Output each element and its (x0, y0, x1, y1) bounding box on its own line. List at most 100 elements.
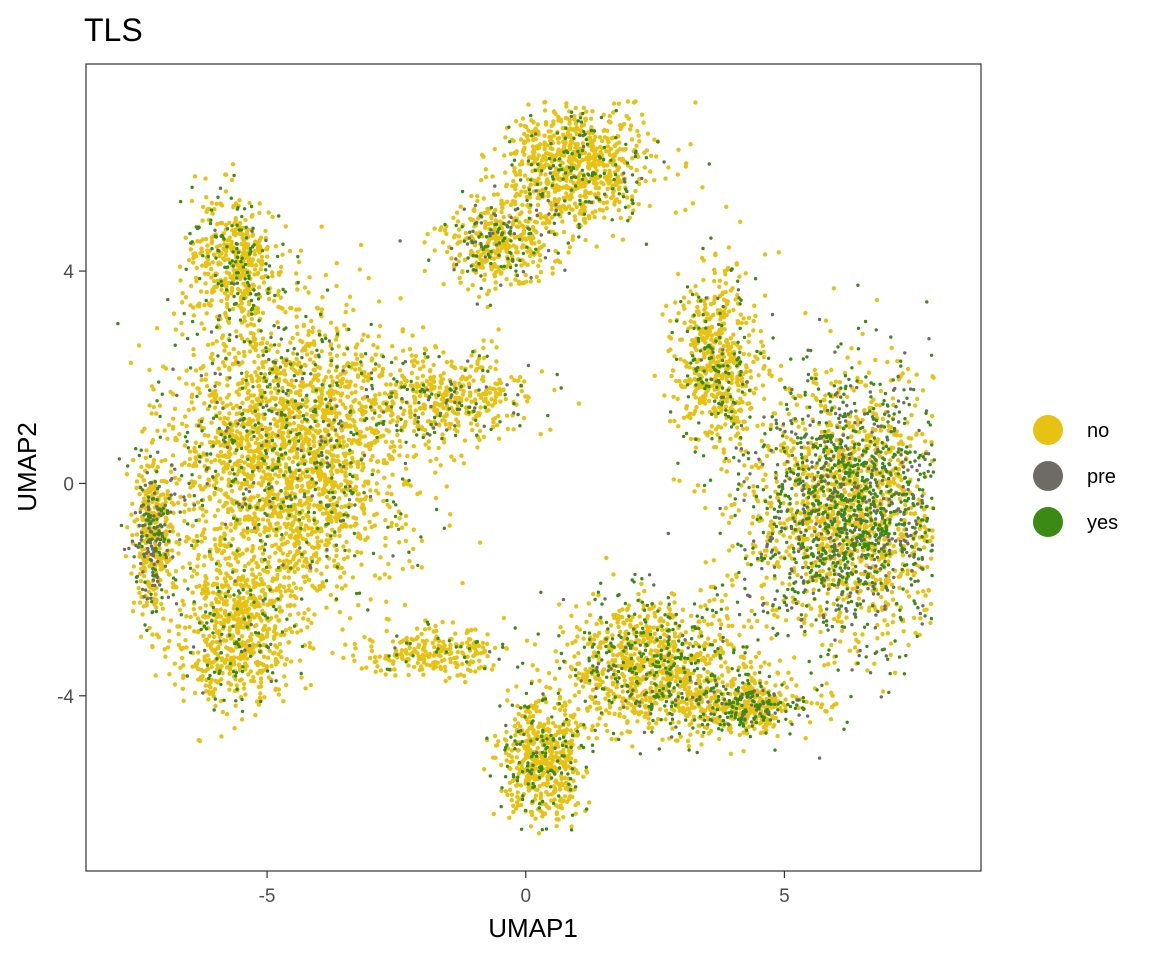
point-no (512, 378, 517, 383)
point-no (312, 443, 317, 449)
point-no (214, 480, 219, 485)
point-no (534, 274, 539, 280)
point-no (129, 512, 134, 517)
point-no (287, 248, 293, 254)
point-no (289, 629, 295, 635)
point-no (390, 344, 395, 349)
point-no (320, 491, 325, 497)
point-no (134, 479, 140, 484)
point-no (138, 578, 144, 584)
point-no (280, 252, 285, 257)
point-no (181, 698, 186, 703)
point-no (261, 280, 267, 285)
point-no (234, 429, 240, 434)
point-no (159, 459, 164, 464)
point-no (268, 598, 273, 604)
point-no (567, 197, 573, 202)
point-no (277, 525, 282, 530)
point-no (287, 533, 293, 539)
point-no (353, 488, 358, 493)
point-no (163, 458, 168, 463)
point-no (352, 523, 357, 528)
point-no (252, 359, 257, 365)
point-no (283, 465, 289, 470)
point-no (319, 389, 324, 394)
point-no (204, 209, 209, 214)
point-no (247, 514, 252, 519)
point-no (288, 593, 293, 599)
point-no (470, 282, 475, 288)
point-no (219, 550, 225, 556)
point-no (245, 656, 250, 661)
point-no (329, 374, 334, 380)
point-no (521, 147, 526, 152)
point-no (284, 531, 289, 536)
point-no (357, 437, 362, 443)
point-no (395, 419, 400, 424)
point-no (306, 329, 311, 334)
point-no (316, 469, 321, 475)
point-no (600, 208, 605, 213)
point-no (373, 367, 378, 372)
point-no (320, 511, 326, 516)
point-no (256, 460, 261, 465)
point-no (628, 165, 634, 170)
point-no (315, 539, 320, 545)
point-no (350, 361, 355, 366)
point-no (198, 605, 203, 611)
point-no (300, 563, 306, 569)
point-no (203, 603, 208, 608)
point-no (130, 501, 135, 506)
point-no (616, 208, 621, 213)
point-no (286, 486, 291, 491)
point-no (673, 210, 678, 215)
point-no (381, 460, 387, 466)
point-no (237, 486, 243, 491)
point-no (190, 382, 196, 387)
point-no (220, 709, 226, 715)
point-no (382, 572, 387, 577)
point-no (299, 379, 304, 384)
point-no (495, 192, 500, 197)
point-no (337, 411, 342, 416)
point-no (316, 474, 321, 479)
point-no (128, 360, 134, 366)
point-no (343, 405, 348, 410)
point-no (384, 427, 389, 433)
point-no (303, 347, 308, 353)
point-no (167, 628, 172, 634)
point-no (591, 156, 596, 161)
point-no (251, 283, 256, 288)
point-no (142, 426, 147, 431)
point-no (282, 368, 287, 373)
point-no (456, 234, 462, 239)
point-no (262, 372, 268, 377)
point-no (324, 605, 329, 610)
point-no (216, 600, 221, 605)
point-no (400, 373, 405, 378)
point-no (209, 556, 214, 562)
point-no (513, 170, 518, 176)
point-no (641, 120, 646, 125)
point-no (554, 183, 559, 188)
point-no (228, 562, 233, 568)
point-no (132, 519, 137, 524)
point-no (608, 120, 613, 125)
point-no (320, 580, 325, 585)
point-no (324, 564, 329, 570)
point-no (467, 374, 473, 379)
point-no (493, 390, 499, 396)
point-no (606, 177, 611, 182)
point-no (303, 431, 308, 436)
point-no (504, 413, 510, 418)
point-no (259, 475, 264, 480)
point-no (245, 577, 250, 583)
point-no (183, 539, 189, 544)
point-no (191, 568, 197, 573)
point-no (465, 287, 471, 292)
point-no (253, 369, 258, 375)
point-no (404, 378, 409, 384)
point-no (312, 453, 317, 459)
point-no (693, 100, 698, 105)
point-no (227, 671, 232, 676)
